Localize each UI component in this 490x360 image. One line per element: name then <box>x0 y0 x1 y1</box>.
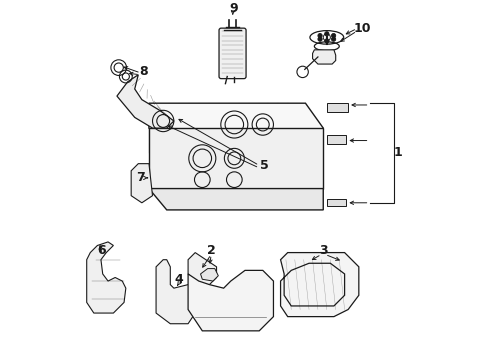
Text: 8: 8 <box>139 65 148 78</box>
Polygon shape <box>188 253 217 285</box>
Polygon shape <box>156 260 195 324</box>
Circle shape <box>325 32 329 36</box>
Polygon shape <box>131 164 152 203</box>
Text: 7: 7 <box>136 171 145 184</box>
Circle shape <box>318 37 322 41</box>
Text: 6: 6 <box>98 244 106 257</box>
FancyBboxPatch shape <box>327 103 348 112</box>
Text: 5: 5 <box>260 159 269 172</box>
Polygon shape <box>200 269 219 281</box>
Circle shape <box>331 33 336 38</box>
Text: 3: 3 <box>319 244 328 257</box>
Text: 4: 4 <box>175 273 184 286</box>
Text: 2: 2 <box>207 244 216 257</box>
Text: 9: 9 <box>229 2 238 15</box>
Polygon shape <box>313 50 336 64</box>
Circle shape <box>318 33 322 38</box>
FancyBboxPatch shape <box>327 198 346 206</box>
Text: 1: 1 <box>393 147 402 159</box>
Polygon shape <box>149 128 323 189</box>
Text: 10: 10 <box>354 22 371 35</box>
Polygon shape <box>117 75 174 128</box>
Polygon shape <box>149 189 323 210</box>
Polygon shape <box>149 103 323 153</box>
FancyBboxPatch shape <box>327 135 346 144</box>
Polygon shape <box>87 242 126 313</box>
Circle shape <box>325 39 329 43</box>
FancyBboxPatch shape <box>219 28 246 78</box>
Polygon shape <box>281 253 359 316</box>
Circle shape <box>331 37 336 41</box>
Polygon shape <box>188 270 273 331</box>
